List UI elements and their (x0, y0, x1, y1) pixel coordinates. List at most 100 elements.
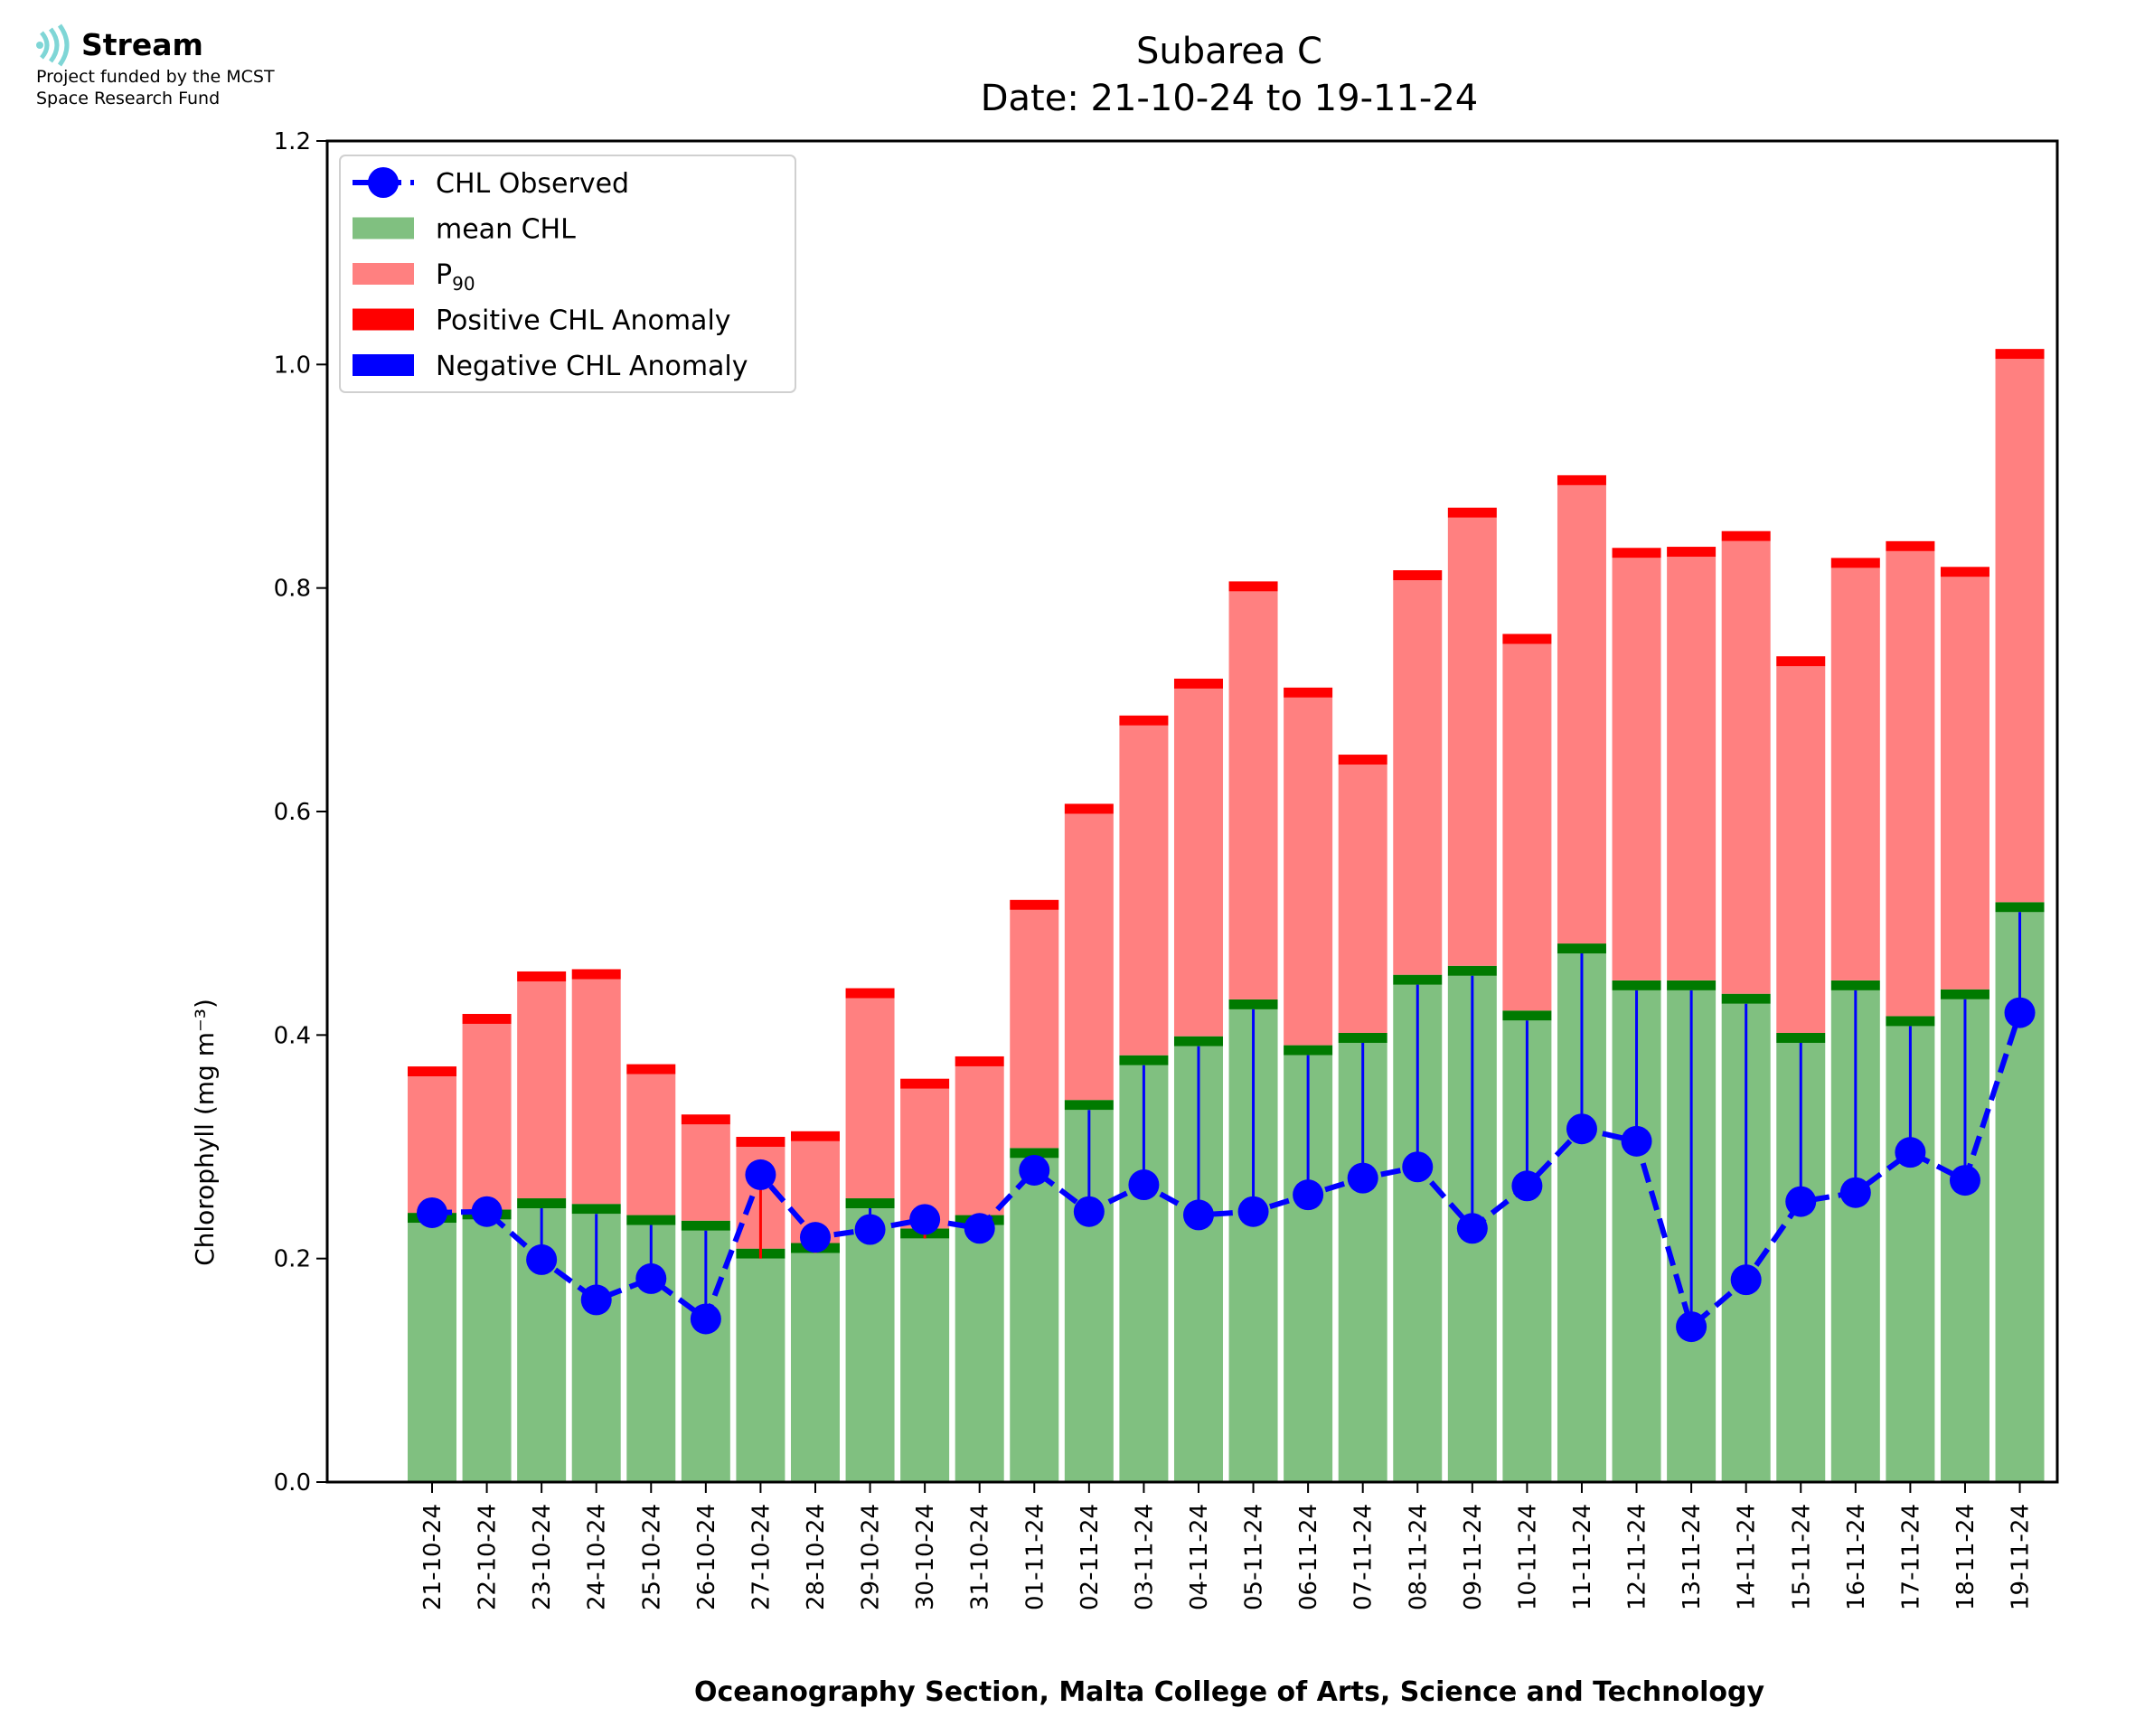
x-tick-label: 28-10-24 (803, 1504, 830, 1610)
y-tick-label: 0.8 (274, 576, 311, 603)
chl-observed-point (580, 1284, 612, 1316)
mean-chl-bar (845, 1208, 895, 1482)
mean-chl-bar-cap (1886, 1016, 1935, 1027)
mean-chl-bar-cap (571, 1204, 621, 1215)
p90-bar (1721, 540, 1771, 994)
chart-subtitle: Date: 21-10-24 to 19-11-24 (981, 78, 1479, 119)
chl-observed-point (526, 1243, 558, 1275)
mean-chl-bar-cap (1776, 1032, 1826, 1043)
p90-bar (1393, 580, 1443, 975)
chl-observed-point (1511, 1170, 1543, 1202)
chl-observed-point (1785, 1186, 1817, 1217)
x-tick-label: 18-11-24 (1952, 1504, 1980, 1610)
x-tick-label: 03-11-24 (1131, 1504, 1158, 1610)
logo-funding-line-1: Project funded by the MCST (36, 67, 275, 87)
chl-observed-point (745, 1159, 776, 1190)
p90-bar-cap (736, 1137, 785, 1147)
p90-bar-cap (1447, 507, 1497, 518)
chl-observed-point (1949, 1165, 1980, 1196)
p90-bar-cap (626, 1064, 676, 1074)
chl-observed-line (431, 1011, 2023, 1332)
mean-chl-bar-cap (1667, 980, 1717, 990)
mean-chl-bar (736, 1258, 785, 1482)
x-tick-label: 08-11-24 (1405, 1504, 1432, 1610)
p90-bar (1940, 577, 1989, 990)
mean-chl-bar (462, 1219, 512, 1482)
mean-chl-bar (790, 1253, 840, 1482)
chl-observed-point (635, 1262, 667, 1294)
x-tick-label: 22-10-24 (475, 1504, 502, 1610)
legend-label-text: Negative CHL Anomaly (436, 351, 748, 382)
mean-chl-bar-cap (1830, 980, 1880, 990)
mean-chl-bar-cap (517, 1198, 567, 1209)
x-tick-label: 12-11-24 (1624, 1504, 1651, 1610)
mean-chl-bar-cap (1064, 1100, 1114, 1111)
p90-bar-cap (571, 969, 621, 980)
chl-observed-point (1456, 1213, 1488, 1244)
stream-logo: Stream Project funded by the MCST Space … (33, 23, 275, 108)
legend-swatch (353, 263, 414, 285)
p90-bar-cap (462, 1013, 512, 1024)
chl-observed-point (1621, 1125, 1652, 1157)
chl-observed-point (1730, 1264, 1762, 1296)
x-tick-label: 02-11-24 (1077, 1504, 1104, 1610)
p90-bar (681, 1124, 730, 1221)
chl-observed-point (1019, 1154, 1050, 1186)
legend-box (339, 155, 796, 393)
mean-chl-bar-cap (1338, 1032, 1387, 1043)
mean-chl-bar-cap (1173, 1036, 1223, 1046)
x-axis-label: Oceanography Section, Malta College of A… (694, 1676, 1765, 1708)
y-tick-label: 1.0 (274, 352, 311, 379)
chl-observed-point (1566, 1113, 1597, 1145)
p90-bar-cap (681, 1114, 730, 1125)
p90-bar-cap (1064, 803, 1114, 814)
mean-chl-bar-cap (1447, 965, 1497, 976)
p90-bar (1010, 909, 1059, 1149)
mean-chl-bar-cap (1119, 1055, 1169, 1065)
p90-bar-cap (408, 1066, 456, 1077)
x-tick-label: 04-11-24 (1186, 1504, 1213, 1610)
legend-label: P90 (436, 259, 475, 295)
axes-frame (325, 139, 2059, 1484)
p90-bar-cap (1502, 633, 1552, 644)
p90-bar-cap (1173, 678, 1223, 689)
x-tick-label: 15-11-24 (1788, 1504, 1815, 1610)
p90-bar-cap (955, 1056, 1004, 1066)
p90-bar-cap (1338, 755, 1387, 765)
x-tick-label: 09-11-24 (1460, 1504, 1487, 1610)
mean-chl-bar-cap (1284, 1045, 1333, 1056)
x-tick-label: 14-11-24 (1734, 1504, 1761, 1610)
chl-observed-point (1347, 1162, 1378, 1194)
p90-bar (462, 1023, 512, 1210)
p90-bar (1284, 697, 1333, 1046)
chl-observed-point (1073, 1196, 1105, 1227)
p90-bar-cap (845, 988, 895, 999)
mean-chl-bar-cap (1502, 1010, 1552, 1021)
chl-observed-point (2004, 997, 2036, 1028)
logo-funding-line-2: Space Research Fund (36, 89, 221, 108)
chl-observed-point (909, 1204, 941, 1235)
p90-bar (1886, 550, 1935, 1017)
mean-chl-bar (900, 1238, 950, 1482)
chl-observed-point (1182, 1199, 1214, 1231)
p90-bar-cap (790, 1131, 840, 1141)
p90-bar-cap (1776, 656, 1826, 667)
x-tick-label: 19-11-24 (2008, 1504, 2035, 1610)
y-axis-label: Chlorophyll (mg m⁻³) (190, 999, 220, 1266)
p90-bar-cap (1721, 530, 1771, 541)
p90-bar-cap (1612, 548, 1661, 558)
mean-chl-bar-cap (1393, 974, 1443, 985)
p90-bar-cap (1886, 540, 1935, 551)
x-tick-label: 24-10-24 (584, 1504, 611, 1610)
x-tick-label: 21-10-24 (419, 1504, 447, 1610)
p90-bar (1064, 813, 1114, 1101)
mean-chl-bar (955, 1225, 1004, 1482)
x-tick-label: 30-10-24 (912, 1504, 939, 1610)
legend-label: Negative CHL Anomaly (436, 351, 748, 382)
legend-label-text: mean CHL (436, 214, 576, 246)
chl-observed-point (1676, 1311, 1707, 1343)
p90-bar (408, 1076, 456, 1214)
legend-swatch (353, 217, 414, 239)
p90-bar (955, 1065, 1004, 1215)
p90-bar (1995, 359, 2045, 903)
